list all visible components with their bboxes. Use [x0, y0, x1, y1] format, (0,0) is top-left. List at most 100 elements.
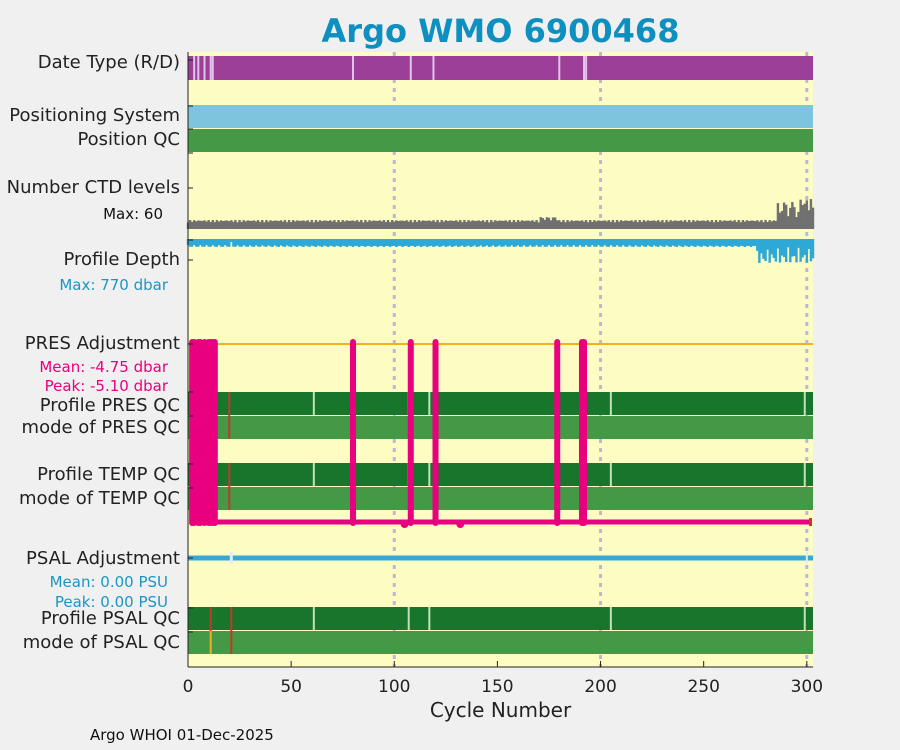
ctd-level-bar — [659, 221, 662, 229]
profile-depth-bar — [310, 239, 313, 246]
ctd-level-bar — [304, 221, 307, 229]
ctd-level-bar — [308, 221, 311, 229]
profile-depth-bar — [729, 239, 732, 247]
profile-depth-bar — [188, 239, 192, 247]
ctd-level-bar — [366, 221, 369, 229]
profile-depth-bar — [644, 239, 648, 247]
stat-depth-max: Max: 770 dbar — [59, 276, 168, 294]
profile-depth-bar — [426, 239, 429, 247]
ctd-level-bar — [690, 222, 693, 229]
profile-depth-bar — [316, 239, 320, 246]
profile-depth-bar — [537, 239, 540, 247]
ctd-level-bar — [619, 220, 623, 229]
profile-depth-bar — [780, 239, 784, 256]
ctd-level-bar — [263, 222, 266, 229]
profile-depth-bar — [543, 239, 547, 247]
ctd-level-bar — [661, 220, 664, 229]
ctd-level-bar — [698, 220, 701, 229]
profile-depth-bar — [209, 239, 212, 247]
date-type-marker — [583, 56, 586, 80]
profile-depth-bar — [692, 239, 695, 247]
profile-depth-bar — [349, 239, 353, 247]
profile-depth-bar — [413, 239, 417, 247]
ctd-level-bar — [228, 221, 231, 229]
profile-depth-bar — [378, 239, 382, 246]
date-type-marker — [203, 56, 206, 80]
ctd-level-bar — [487, 222, 491, 229]
ctd-level-bar — [584, 220, 588, 229]
ctd-level-bar — [739, 222, 743, 229]
ctd-level-bar — [426, 220, 429, 229]
ctd-level-bar — [261, 220, 264, 229]
ctd-level-bar — [655, 221, 658, 229]
ctd-level-bar — [638, 220, 641, 229]
profile-depth-bar — [306, 239, 309, 247]
ctd-level-bar — [758, 221, 761, 229]
profile-depth-bar — [300, 239, 303, 247]
ctd-level-bar — [671, 221, 674, 229]
ctd-level-bar — [475, 220, 478, 229]
profile-depth-bar — [659, 239, 662, 246]
profile-depth-bar — [743, 239, 747, 247]
ctd-level-bar — [409, 220, 412, 229]
label-profile-temp-qc: Profile TEMP QC — [37, 464, 180, 485]
ctd-level-bar — [603, 220, 606, 229]
profile-depth-bar — [339, 239, 342, 247]
ctd-level-bar — [512, 220, 516, 229]
ctd-level-bar — [551, 217, 555, 229]
ctd-level-bar — [190, 221, 194, 229]
ctd-level-bar — [688, 220, 691, 229]
ctd-level-bar — [591, 221, 594, 229]
profile-depth-bar — [613, 239, 617, 247]
profile-depth-bar — [727, 239, 730, 246]
profile-depth-bar — [432, 239, 435, 247]
profile-depth-bar — [558, 239, 561, 247]
ctd-level-bar — [572, 221, 575, 229]
ctd-level-bar — [388, 222, 392, 229]
ctd-level-bar — [322, 220, 326, 229]
profile-depth-bar — [244, 239, 247, 247]
profile-depth-bar — [669, 239, 672, 247]
ctd-level-bar — [341, 220, 344, 229]
profile-depth-bar — [733, 239, 736, 246]
profile-depth-bar — [397, 239, 400, 247]
profile-depth-bar — [444, 239, 448, 247]
ctd-level-bar — [382, 220, 386, 229]
profile-depth-bar — [302, 239, 305, 247]
profile-depth-bar — [560, 239, 563, 246]
profile-depth-bar — [578, 239, 582, 246]
profile-depth-bar — [795, 239, 798, 263]
ctd-level-bar — [343, 221, 346, 229]
temp-qc-light-marker — [803, 463, 806, 486]
ctd-level-bar — [725, 220, 728, 229]
ctd-level-bar — [454, 220, 458, 229]
ctd-level-bar — [601, 220, 604, 229]
pres-qc-light-marker — [609, 392, 612, 415]
ctd-level-bar — [452, 221, 456, 229]
ctd-level-bar — [271, 221, 274, 229]
profile-depth-bar — [225, 239, 229, 247]
profile-depth-bar — [298, 239, 301, 246]
ctd-level-bar — [481, 220, 485, 229]
label-ctd-levels: Number CTD levels — [6, 177, 180, 198]
ctd-level-bar — [756, 220, 759, 229]
ctd-level-bar — [424, 220, 427, 229]
ctd-level-bar — [523, 220, 526, 229]
ctd-level-bar — [298, 220, 301, 229]
profile-depth-bar — [269, 239, 272, 247]
psal-adjustment-marker — [805, 552, 808, 564]
ctd-level-bar — [504, 220, 507, 229]
ctd-level-bar — [391, 220, 394, 229]
ctd-level-bar — [710, 220, 714, 229]
ctd-level-bar — [428, 220, 431, 229]
ctd-level-bar — [197, 220, 200, 229]
psal-qc-orange-marker — [209, 631, 212, 654]
ctd-level-bar — [679, 220, 683, 229]
profile-depth-bar — [205, 239, 208, 246]
ctd-level-bar — [469, 221, 472, 229]
ctd-level-bar — [558, 220, 561, 229]
profile-depth-bar — [714, 239, 718, 246]
profile-depth-bar — [510, 239, 514, 246]
x-tick-label-50: 50 — [280, 677, 302, 697]
ctd-level-bar — [434, 221, 437, 229]
